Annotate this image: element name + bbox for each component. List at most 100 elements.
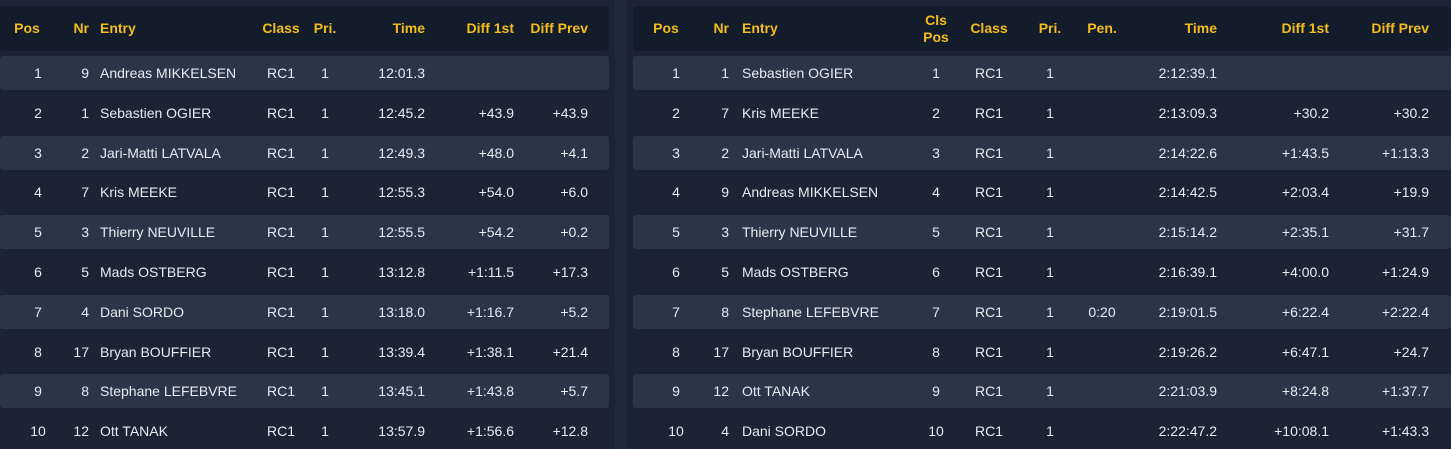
cell-nr: 3 (81, 224, 89, 241)
table-row[interactable]: 9 12 Ott TANAK 9 RC1 1 2:21:03.9 +8:24.8 +1:37.7 (633, 374, 1451, 409)
cell-pos: 2 (672, 104, 680, 121)
header-pos[interactable]: Pos (653, 20, 679, 36)
cell-pri: 1 (1046, 423, 1054, 440)
header-pri[interactable]: Pri. (313, 20, 337, 36)
cell-entry: Kris MEEKE (100, 184, 178, 201)
header-class[interactable]: Class (970, 20, 1008, 36)
cell-nr: 7 (81, 184, 89, 201)
cell-nr: 9 (721, 184, 729, 201)
cell-diff-1st: +30.2 (1293, 104, 1329, 121)
cell-pri: 1 (321, 383, 329, 400)
table-row[interactable]: 5 3 Thierry NEUVILLE RC1 1 12:55.5 +54.2 +0.2 (0, 215, 609, 250)
cell-pen (1079, 374, 1125, 408)
overall-results-table: Pos Nr Entry Cls Pos Class Pri. Pen. Tim… (633, 0, 1451, 449)
header-diff-prev[interactable]: Diff Prev (530, 20, 588, 36)
header-diff-1st[interactable]: Diff 1st (1281, 20, 1329, 36)
header-cls-pos[interactable]: Cls Pos (923, 11, 949, 45)
header-diff-prev[interactable]: Diff Prev (1371, 20, 1429, 36)
header-nr[interactable]: Nr (713, 20, 729, 36)
cell-entry: Jari-Matti LATVALA (100, 144, 221, 161)
table-row[interactable]: 3 2 Jari-Matti LATVALA RC1 1 12:49.3 +48.0 +4.1 (0, 135, 609, 170)
cell-time: 12:55.5 (378, 224, 425, 241)
stage-table-header: Pos Nr Entry Class Pri. Time Diff 1st Di… (0, 6, 609, 51)
cell-nr: 2 (81, 144, 89, 161)
cell-diff-1st: +1:43.5 (1281, 144, 1329, 161)
cell-pri: 1 (1046, 65, 1054, 81)
panel-divider (615, 0, 627, 449)
table-row[interactable]: 1 1 Sebastien OGIER 1 RC1 1 2:12:39.1 (633, 56, 1451, 90)
cell-pri: 1 (321, 264, 329, 280)
table-row[interactable]: 8 17 Bryan BOUFFIER RC1 1 13:39.4 +1:38.1 +21.4 (0, 335, 609, 369)
table-row[interactable]: 10 12 Ott TANAK RC1 1 13:57.9 +1:56.6 +12.8 (0, 414, 609, 448)
cell-diff-prev: +31.7 (1393, 224, 1429, 241)
table-row[interactable]: 9 8 Stephane LEFEBVRE RC1 1 13:45.1 +1:43.8 +5.… (0, 374, 609, 409)
cell-time: 2:16:39.1 (1158, 264, 1217, 280)
cell-pen (1079, 255, 1125, 289)
cell-cls-pos: 6 (932, 264, 940, 280)
cell-nr: 3 (721, 224, 729, 241)
cell-diff-prev: +5.2 (560, 303, 588, 320)
header-class[interactable]: Class (262, 20, 300, 36)
cell-diff-prev: +1:43.3 (1381, 423, 1429, 440)
overall-table-header: Pos Nr Entry Cls Pos Class Pri. Pen. Tim… (633, 6, 1451, 51)
table-row[interactable]: 4 9 Andreas MIKKELSEN 4 RC1 1 2:14:42.5 +2:03.4… (633, 175, 1451, 209)
cell-diff-1st: +1:38.1 (466, 343, 514, 360)
table-row[interactable]: 1 9 Andreas MIKKELSEN RC1 1 12:01.3 (0, 56, 609, 90)
cell-pos: 7 (34, 303, 42, 320)
cell-pri: 1 (321, 303, 329, 320)
cell-nr: 17 (73, 343, 89, 360)
header-time[interactable]: Time (392, 20, 425, 36)
cell-diff-1st: +6:47.1 (1281, 343, 1329, 360)
cell-nr: 5 (81, 264, 89, 280)
header-entry[interactable]: Entry (742, 20, 778, 36)
cell-entry: Thierry NEUVILLE (100, 224, 216, 241)
header-pri[interactable]: Pri. (1038, 20, 1062, 36)
cell-pri: 1 (1046, 264, 1054, 280)
cell-nr: 5 (721, 264, 729, 280)
table-row[interactable]: 10 4 Dani SORDO 10 RC1 1 2:22:47.2 +10:08.1 +1:4… (633, 414, 1451, 448)
table-row[interactable]: 6 5 Mads OSTBERG 6 RC1 1 2:16:39.1 +4:00.0 +1:24… (633, 255, 1451, 289)
table-row[interactable]: 7 4 Dani SORDO RC1 1 13:18.0 +1:16.7 +5.2 (0, 294, 609, 329)
table-row[interactable]: 7 8 Stephane LEFEBVRE 7 RC1 1 0:20 2:19:01.5 +6:… (633, 294, 1451, 329)
cell-cls-pos: 8 (932, 343, 940, 360)
cell-nr: 8 (81, 383, 89, 400)
cell-diff-prev: +17.3 (552, 264, 588, 280)
header-pos[interactable]: Pos (14, 20, 40, 36)
cell-class: RC1 (266, 383, 295, 400)
cell-diff-prev: +1:13.3 (1381, 144, 1429, 161)
cell-time: 12:49.3 (378, 144, 425, 161)
cell-pos: 3 (672, 144, 680, 161)
cell-diff-prev: +43.9 (552, 104, 588, 121)
table-row[interactable]: 2 1 Sebastien OGIER RC1 1 12:45.2 +43.9 +43.9 (0, 96, 609, 130)
cell-pos: 8 (672, 343, 680, 360)
cell-pri: 1 (321, 343, 329, 360)
header-entry[interactable]: Entry (100, 20, 136, 36)
header-pen[interactable]: Pen. (1087, 20, 1117, 36)
cell-diff-1st: +54.2 (478, 224, 514, 241)
table-row[interactable]: 8 17 Bryan BOUFFIER 8 RC1 1 2:19:26.2 +6:47.1 +2… (633, 335, 1451, 369)
cell-entry: Bryan BOUFFIER (742, 343, 854, 360)
cell-pos: 7 (672, 303, 680, 320)
cell-pen (1079, 215, 1125, 249)
header-diff-1st[interactable]: Diff 1st (466, 20, 514, 36)
cell-nr: 2 (721, 144, 729, 161)
cell-nr: 7 (721, 104, 729, 121)
header-nr[interactable]: Nr (73, 20, 89, 36)
table-row[interactable]: 3 2 Jari-Matti LATVALA 3 RC1 1 2:14:22.6 +1:43.… (633, 135, 1451, 170)
table-row[interactable]: 5 3 Thierry NEUVILLE 5 RC1 1 2:15:14.2 +2:35.1 +… (633, 215, 1451, 250)
cell-time: 2:22:47.2 (1158, 423, 1217, 440)
cell-diff-1st (430, 56, 514, 90)
cell-diff-1st: +1:16.7 (466, 303, 514, 320)
cell-time: 12:45.2 (378, 104, 425, 121)
header-time[interactable]: Time (1184, 20, 1217, 36)
table-row[interactable]: 2 7 Kris MEEKE 2 RC1 1 2:13:09.3 +30.2 +30.2 (633, 96, 1451, 130)
table-row[interactable]: 6 5 Mads OSTBERG RC1 1 13:12.8 +1:11.5 +17.3 (0, 255, 609, 289)
cell-class: RC1 (974, 343, 1003, 360)
table-row[interactable]: 4 7 Kris MEEKE RC1 1 12:55.3 +54.0 +6.0 (0, 175, 609, 209)
cell-nr: 1 (721, 65, 729, 81)
cell-pri: 1 (321, 184, 329, 201)
cell-class: RC1 (974, 224, 1003, 241)
cell-pri: 1 (321, 65, 329, 81)
cell-nr: 8 (721, 303, 729, 320)
cell-time: 13:57.9 (378, 423, 425, 440)
